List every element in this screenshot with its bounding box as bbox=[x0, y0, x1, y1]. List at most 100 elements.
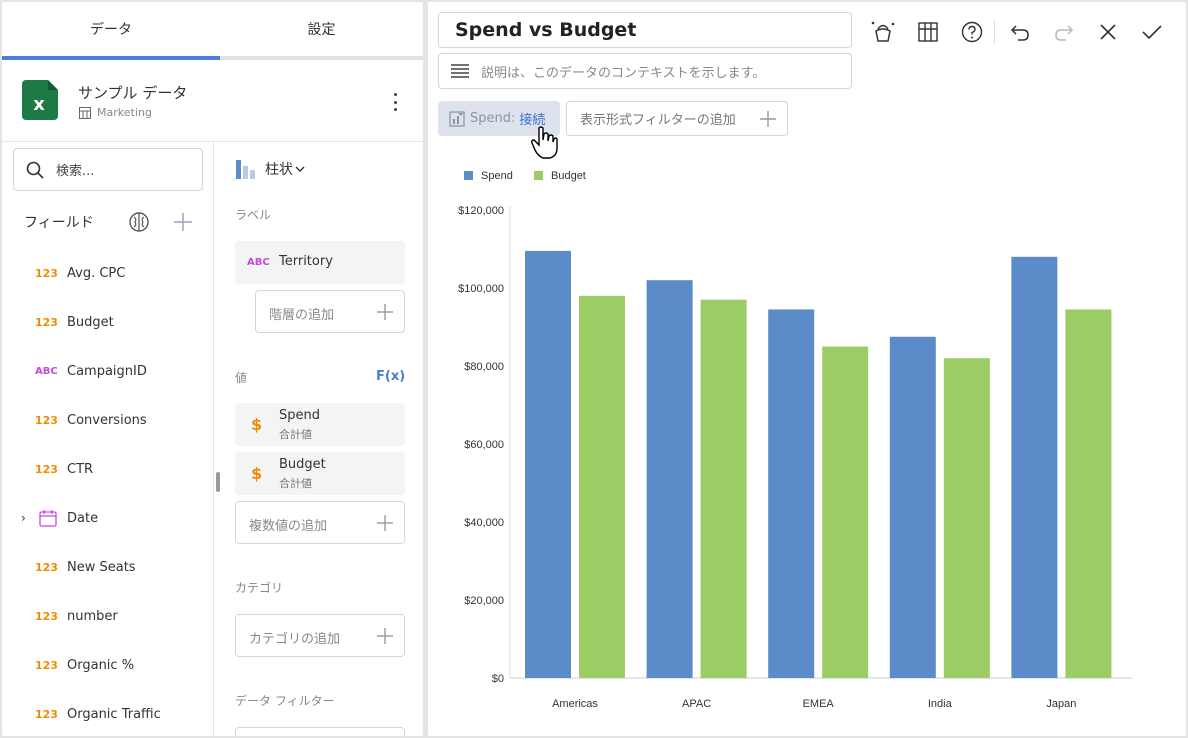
add-hierarchy-label: 階層の追加 bbox=[269, 308, 335, 323]
field-name: Organic % bbox=[67, 657, 135, 673]
visualization-title-input[interactable]: Spend vs Budget bbox=[438, 12, 852, 48]
number-type-icon: 123 bbox=[35, 462, 58, 476]
visualization-config: 柱状 ラベル ABC Territory 階層の追加 値 F(x) $ Spen… bbox=[215, 142, 423, 736]
search-placeholder: 検索... bbox=[56, 164, 95, 179]
label-field-name: Territory bbox=[279, 254, 333, 269]
redo-button[interactable] bbox=[1050, 18, 1078, 46]
add-format-filter-button[interactable]: 表示形式フィルターの追加 bbox=[566, 101, 788, 136]
plus-icon bbox=[377, 304, 393, 320]
table-icon bbox=[79, 106, 91, 119]
legend-label: Spend bbox=[481, 170, 513, 182]
data-source-sheet: Marketing bbox=[97, 106, 152, 119]
data-source-title: サンプル データ bbox=[78, 84, 188, 102]
field-name: New Seats bbox=[67, 559, 136, 575]
undo-icon bbox=[1010, 25, 1029, 41]
add-hierarchy-button[interactable]: 階層の追加 bbox=[255, 290, 405, 333]
field-item[interactable]: 123 New Seats bbox=[2, 555, 214, 579]
description-placeholder: 説明は、このデータのコンテキストを示します。 bbox=[481, 65, 766, 81]
x-tick-label: Americas bbox=[552, 698, 598, 710]
value-field-aggregation: 合計値 bbox=[279, 428, 312, 441]
fields-header: フィールド bbox=[24, 210, 204, 234]
currency-icon: $ bbox=[251, 464, 263, 483]
number-type-icon: 123 bbox=[35, 707, 58, 721]
chevron-right-icon[interactable]: › bbox=[21, 511, 26, 525]
fields-scrollbar[interactable] bbox=[216, 472, 220, 492]
x-tick-label: India bbox=[928, 698, 953, 710]
plus-icon bbox=[760, 111, 776, 127]
value-field-pill[interactable]: $ Spend 合計値 bbox=[235, 403, 405, 446]
field-name: Avg. CPC bbox=[67, 265, 126, 281]
field-item[interactable]: › Date bbox=[2, 506, 214, 530]
panel-tabs: データ 設定 bbox=[2, 2, 423, 60]
field-item[interactable]: 123 Conversions bbox=[2, 408, 214, 432]
y-tick-label: $20,000 bbox=[464, 595, 504, 607]
hand-pointer-icon bbox=[531, 126, 558, 159]
menu-lines-icon bbox=[451, 64, 469, 78]
value-field-pill[interactable]: $ Budget 合計値 bbox=[235, 452, 405, 495]
field-name: CTR bbox=[67, 461, 94, 477]
confirm-button[interactable] bbox=[1138, 18, 1166, 46]
plus-icon bbox=[377, 628, 393, 644]
y-tick-label: $60,000 bbox=[464, 439, 504, 451]
field-name: number bbox=[67, 608, 118, 624]
field-name: Organic Traffic bbox=[67, 706, 161, 722]
toolbar-divider bbox=[994, 20, 995, 44]
number-type-icon: 123 bbox=[35, 413, 58, 427]
column-chart: Spend Budget $0 $20,000 $40,000 $60,000 $80,00… bbox=[458, 170, 1132, 710]
undo-button[interactable] bbox=[1006, 18, 1034, 46]
number-type-icon: 123 bbox=[35, 266, 58, 280]
legend-swatch bbox=[464, 171, 473, 180]
add-field-button[interactable] bbox=[172, 211, 194, 233]
theme-button[interactable] bbox=[869, 18, 897, 46]
filter-chip-value: 接続 bbox=[519, 113, 546, 128]
redo-icon bbox=[1055, 25, 1074, 41]
add-category-label: カテゴリの追加 bbox=[249, 632, 341, 647]
data-panel: データ 設定 x サンプル データ Marketing 検索... フィールド … bbox=[2, 2, 423, 736]
search-icon bbox=[26, 161, 44, 179]
field-item[interactable]: 123 number bbox=[2, 604, 214, 628]
field-item[interactable]: 123 Organic Traffic bbox=[2, 702, 214, 726]
add-category-button[interactable]: カテゴリの追加 bbox=[235, 614, 405, 657]
help-button[interactable] bbox=[958, 18, 986, 46]
number-type-icon: 123 bbox=[35, 609, 58, 623]
column-chart-icon bbox=[236, 160, 255, 179]
excel-icon: x bbox=[22, 80, 58, 120]
field-item[interactable]: 123 CTR bbox=[2, 457, 214, 481]
field-item[interactable]: ABC CampaignID bbox=[2, 359, 214, 383]
more-options-button[interactable] bbox=[390, 90, 400, 114]
bar-spend bbox=[768, 309, 815, 678]
category-section-title: カテゴリ bbox=[235, 581, 284, 595]
active-tab-indicator bbox=[2, 56, 220, 60]
calendar-icon bbox=[39, 510, 57, 527]
field-item[interactable]: 123 Avg. CPC bbox=[2, 261, 214, 285]
tab-settings[interactable]: 設定 bbox=[307, 22, 336, 38]
chart-type-selector[interactable]: 柱状 bbox=[235, 158, 305, 180]
bar-spend bbox=[646, 280, 693, 678]
x-tick-label: EMEA bbox=[803, 698, 835, 710]
close-button[interactable] bbox=[1094, 18, 1122, 46]
add-values-button[interactable]: 複数値の追加 bbox=[235, 501, 405, 544]
help-icon bbox=[961, 21, 983, 43]
field-item[interactable]: 123 Organic % bbox=[2, 653, 214, 677]
tab-data[interactable]: データ bbox=[90, 22, 132, 38]
add-data-filter-button[interactable] bbox=[235, 727, 405, 736]
field-item[interactable]: 123 Budget bbox=[2, 310, 214, 334]
number-type-icon: 123 bbox=[35, 560, 58, 574]
spend-filter-chip[interactable]: Spend: 接続 bbox=[438, 101, 560, 136]
text-type-icon: ABC bbox=[247, 257, 270, 268]
chevron-down-icon bbox=[295, 166, 305, 172]
table-view-button[interactable] bbox=[914, 18, 942, 46]
chart-filter-icon bbox=[449, 110, 465, 127]
svg-text:x: x bbox=[33, 94, 45, 115]
label-field-pill[interactable]: ABC Territory bbox=[235, 241, 405, 284]
search-input[interactable]: 検索... bbox=[13, 148, 203, 191]
bar-budget bbox=[822, 346, 869, 678]
formula-button[interactable]: F(x) bbox=[376, 369, 406, 384]
visualization-editor: Spend vs Budget 説明は、このデータのコンテキストを示します。 S… bbox=[428, 2, 1186, 736]
description-input[interactable]: 説明は、このデータのコンテキストを示します。 bbox=[438, 53, 852, 89]
field-name: Date bbox=[67, 510, 99, 526]
fields-list: 検索... フィールド 123 Avg. CPC 123 Budget ABC Cam… bbox=[2, 142, 214, 736]
number-type-icon: 123 bbox=[35, 315, 58, 329]
bar-budget bbox=[943, 358, 990, 678]
brain-icon[interactable] bbox=[128, 211, 150, 233]
